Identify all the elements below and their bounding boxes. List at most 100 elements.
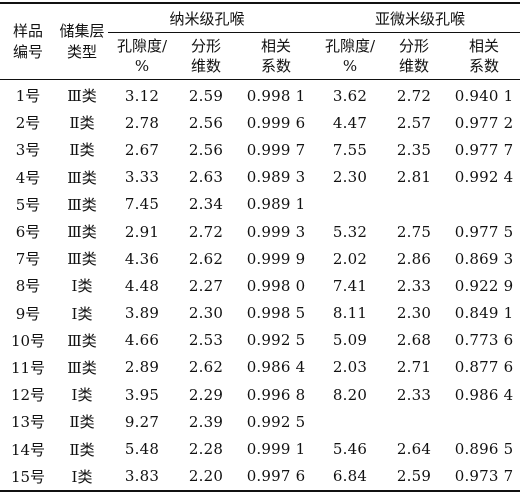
cell-nano-fractal: 2.63 — [188, 168, 224, 187]
table-row: 13号 Ⅱ类 9.27 2.39 0.992 5 — [0, 408, 520, 435]
cell-nano-correlation: 0.999 1 — [246, 440, 306, 459]
cell-submicro-fractal: 2.86 — [396, 249, 432, 268]
cell-submicro-fractal: 2.81 — [396, 168, 432, 187]
cell-nano-porosity: 2.67 — [124, 140, 160, 159]
cell-submicro-correlation: 0.977 5 — [454, 222, 514, 241]
table-row: 11号 Ⅲ类 2.89 2.62 0.986 4 2.03 2.71 0.877 6 — [0, 354, 520, 381]
cell-nano-fractal: 2.20 — [176, 462, 236, 492]
cell-nano-correlation: 0.989 3 — [246, 168, 306, 187]
cell-nano-correlation: 0.989 1 — [246, 195, 306, 214]
pore-throat-table: 样品 编号 储集层 类型 纳米级孔喉 亚微米级孔喉 孔隙度/% 分形 维数 相关 系数 … — [0, 2, 520, 492]
cell-submicro-fractal: 2.33 — [396, 385, 432, 404]
cell-sample: 14号 — [10, 440, 46, 459]
cell-type: Ⅰ类 — [71, 386, 93, 405]
cell-sample: 7号 — [15, 250, 41, 269]
header-group-submicro: 亚微米级孔喉 — [316, 2, 520, 33]
cell-nano-fractal: 2.29 — [188, 385, 224, 404]
cell-submicro-porosity: 8.11 — [332, 304, 368, 323]
cell-nano-porosity: 3.89 — [124, 304, 160, 323]
cell-submicro-porosity: 4.47 — [332, 113, 368, 132]
cell-submicro-fractal: 2.71 — [396, 358, 432, 377]
cell-nano-correlation: 0.992 5 — [246, 331, 306, 350]
cell-sample: 15号 — [0, 462, 56, 492]
cell-nano-porosity: 4.48 — [124, 276, 160, 295]
cell-submicro-correlation: 0.977 2 — [454, 113, 514, 132]
cell-nano-porosity: 2.78 — [124, 113, 160, 132]
cell-nano-correlation: 0.992 5 — [246, 412, 306, 431]
cell-submicro-porosity: 2.03 — [332, 358, 368, 377]
cell-submicro-porosity: 5.32 — [332, 222, 368, 241]
header-sample: 样品 编号 — [0, 2, 56, 80]
cell-submicro-porosity: 2.30 — [332, 168, 368, 187]
cell-submicro-fractal: 2.30 — [396, 304, 432, 323]
cell-sample: 13号 — [10, 413, 46, 432]
cell-nano-fractal: 2.39 — [188, 412, 224, 431]
cell-sample: 3号 — [15, 141, 41, 160]
cell-submicro-porosity: 7.55 — [332, 140, 368, 159]
cell-nano-porosity: 3.12 — [124, 86, 160, 105]
header-submicro-porosity: 孔隙度/% — [316, 32, 385, 80]
cell-type: Ⅲ类 — [67, 195, 97, 214]
cell-nano-porosity: 4.66 — [124, 331, 160, 350]
cell-sample: 1号 — [15, 87, 41, 106]
header-nano-fractal: 分形 维数 — [176, 32, 236, 80]
cell-submicro-correlation: 0.973 7 — [444, 462, 520, 492]
cell-sample: 4号 — [15, 168, 41, 187]
cell-nano-correlation: 0.998 0 — [246, 276, 306, 295]
cell-submicro-correlation: 0.877 6 — [454, 358, 514, 377]
cell-nano-fractal: 2.56 — [188, 140, 224, 159]
cell-submicro-correlation: 0.869 3 — [454, 249, 514, 268]
cell-nano-correlation: 0.997 6 — [236, 462, 317, 492]
cell-sample: 6号 — [15, 223, 41, 242]
cell-nano-porosity: 9.27 — [124, 412, 160, 431]
header-nano-porosity: 孔隙度/% — [108, 32, 176, 80]
cell-sample: 10号 — [10, 331, 46, 350]
cell-submicro-fractal — [384, 408, 444, 435]
cell-nano-correlation: 0.996 8 — [246, 385, 306, 404]
header-submicro-fractal: 分形 维数 — [384, 32, 445, 80]
table-row: 10号 Ⅲ类 4.66 2.53 0.992 5 5.09 2.68 0.773 6 — [0, 327, 520, 354]
cell-submicro-correlation: 0.977 7 — [454, 140, 514, 159]
cell-submicro-fractal — [384, 191, 444, 218]
cell-sample: 2号 — [15, 114, 41, 133]
cell-type: Ⅰ类 — [71, 277, 93, 296]
cell-type: Ⅲ类 — [67, 223, 97, 242]
cell-nano-fractal: 2.28 — [188, 440, 224, 459]
cell-sample: 9号 — [15, 304, 41, 323]
cell-submicro-correlation: 0.896 5 — [454, 440, 514, 459]
cell-nano-correlation: 0.999 7 — [246, 140, 306, 159]
cell-nano-correlation: 0.999 3 — [246, 222, 306, 241]
cell-nano-porosity: 3.83 — [108, 462, 176, 492]
header-type-label: 储集层 类型 — [59, 21, 105, 61]
cell-sample: 5号 — [15, 195, 41, 214]
cell-nano-correlation: 0.999 9 — [246, 249, 306, 268]
cell-nano-porosity: 2.91 — [124, 222, 160, 241]
table-row: 14号 Ⅱ类 5.48 2.28 0.999 1 5.46 2.64 0.896 5 — [0, 435, 520, 462]
cell-nano-porosity: 7.45 — [124, 195, 160, 214]
table-row: 1号 Ⅲ类 3.12 2.59 0.998 1 3.62 2.72 0.940 1 — [0, 80, 520, 110]
cell-type: Ⅱ类 — [69, 440, 95, 459]
cell-submicro-porosity: 7.41 — [332, 276, 368, 295]
table-row: 8号 Ⅰ类 4.48 2.27 0.998 0 7.41 2.33 0.922 9 — [0, 272, 520, 299]
cell-nano-fractal: 2.34 — [188, 195, 224, 214]
table-row: 15号 Ⅰ类 3.83 2.20 0.997 6 6.84 2.59 0.973 7 — [0, 462, 520, 492]
cell-nano-correlation: 0.999 6 — [246, 113, 306, 132]
cell-submicro-porosity: 2.02 — [332, 249, 368, 268]
cell-nano-fractal: 2.59 — [188, 86, 224, 105]
cell-submicro-fractal: 2.64 — [396, 440, 432, 459]
cell-nano-fractal: 2.27 — [188, 276, 224, 295]
table-row: 2号 Ⅱ类 2.78 2.56 0.999 6 4.47 2.57 0.977 2 — [0, 109, 520, 136]
cell-nano-porosity: 4.36 — [124, 249, 160, 268]
cell-sample: 12号 — [10, 386, 46, 405]
cell-submicro-correlation: 0.773 6 — [454, 331, 514, 350]
cell-submicro-fractal: 2.35 — [396, 140, 432, 159]
cell-submicro-porosity: 5.46 — [332, 440, 368, 459]
cell-submicro-correlation: 0.986 4 — [454, 385, 514, 404]
table-row: 12号 Ⅰ类 3.95 2.29 0.996 8 8.20 2.33 0.986 4 — [0, 381, 520, 408]
header-sample-label: 样品 编号 — [12, 21, 43, 61]
header-type: 储集层 类型 — [56, 2, 108, 80]
table-row: 9号 Ⅰ类 3.89 2.30 0.998 5 8.11 2.30 0.849 1 — [0, 300, 520, 327]
cell-type: Ⅲ类 — [67, 250, 97, 269]
cell-submicro-fractal: 2.57 — [396, 113, 432, 132]
cell-nano-correlation: 0.998 1 — [246, 86, 306, 105]
